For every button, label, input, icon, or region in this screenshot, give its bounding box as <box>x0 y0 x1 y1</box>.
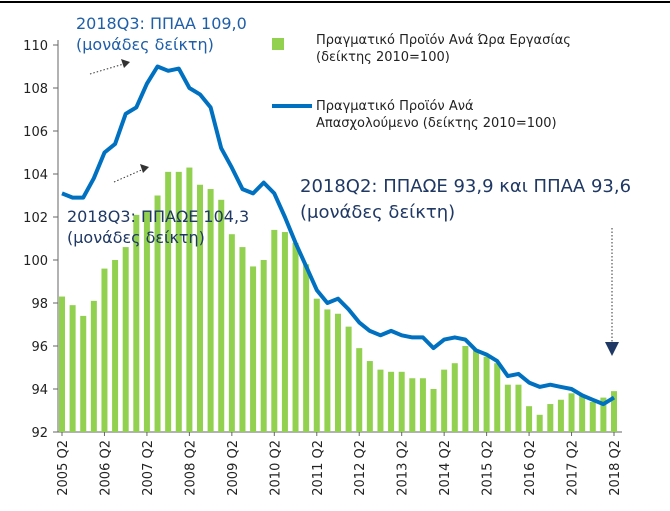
bar <box>69 305 76 432</box>
bar <box>462 346 469 432</box>
bar <box>122 247 129 432</box>
bar <box>526 406 533 432</box>
bar <box>335 313 341 432</box>
bar <box>80 315 87 432</box>
y-tick-label: 100 <box>23 254 48 269</box>
line <box>61 64 616 407</box>
x-tick-label: 2006 Q2 <box>98 440 113 496</box>
x-tick-label: 2008 Q2 <box>183 440 198 496</box>
y-tick-label: 96 <box>31 340 48 355</box>
bar <box>165 171 172 432</box>
y-tick-label: 104 <box>23 168 48 183</box>
bar <box>313 298 320 432</box>
x-tick-label: 2013 Q2 <box>396 440 411 496</box>
bar <box>101 268 108 432</box>
y-tick-label: 98 <box>31 297 48 312</box>
bar <box>600 397 607 432</box>
bar <box>430 389 437 432</box>
bar <box>366 361 373 432</box>
legend-label: Πραγματικό Προϊόν Ανά Ώρα Εργασίας (δείκ… <box>316 33 571 65</box>
bar <box>515 384 522 432</box>
x-tick-label: 2009 Q2 <box>226 440 241 496</box>
bar <box>356 348 363 432</box>
arrow <box>89 62 128 75</box>
arrow-head <box>605 342 619 356</box>
bar <box>483 356 490 432</box>
bar <box>536 414 543 432</box>
bar <box>112 260 119 432</box>
bar <box>568 393 575 432</box>
annotation: 2018Q3: ΠΠΑΩΕ 104,3 (μονάδες δείκτη) <box>67 207 250 247</box>
y-tick-label: 110 <box>23 39 48 54</box>
x-tick-label: 2016 Q2 <box>523 440 538 496</box>
x-tick-label: 2015 Q2 <box>481 440 496 496</box>
bar <box>228 234 235 432</box>
bar <box>504 384 511 432</box>
bar <box>207 189 214 432</box>
annotation: 2018Q2: ΠΠΑΩΕ 93,9 και ΠΠΑΑ 93,6 (μονάδε… <box>300 176 632 224</box>
arrow <box>113 167 147 183</box>
legend-swatch <box>272 104 312 108</box>
bar <box>547 404 554 432</box>
bar <box>281 232 288 432</box>
bar <box>218 199 225 432</box>
bar <box>473 350 479 432</box>
bar <box>579 395 586 432</box>
bar <box>250 266 257 432</box>
bar <box>345 326 352 432</box>
bar <box>292 242 299 432</box>
bar <box>154 195 161 432</box>
bar <box>589 401 596 432</box>
x-tick-label: 2011 Q2 <box>311 440 326 496</box>
y-tick-label: 92 <box>31 426 48 441</box>
bar <box>303 264 310 432</box>
bar <box>271 229 278 432</box>
bar <box>611 391 617 432</box>
x-tick-label: 2014 Q2 <box>438 440 453 496</box>
y-tick-label: 106 <box>23 125 48 140</box>
x-tick-label: 2018 Q2 <box>608 440 623 496</box>
bar <box>90 300 97 432</box>
arrow-head <box>140 164 149 173</box>
y-tick-label: 102 <box>23 211 48 226</box>
bar <box>260 260 267 432</box>
annotation: 2018Q3: ΠΠΑΑ 109,0 (μονάδες δείκτη) <box>76 14 247 54</box>
bar <box>143 210 150 432</box>
bar <box>388 371 395 432</box>
x-tick-label: 2017 Q2 <box>566 440 581 496</box>
bar <box>197 184 203 432</box>
x-tick-label: 2010 Q2 <box>268 440 283 496</box>
bar <box>451 363 458 432</box>
bar <box>186 167 193 433</box>
bar <box>377 369 384 432</box>
arrow-head <box>121 59 130 68</box>
y-tick-label: 108 <box>23 82 48 97</box>
bar <box>494 363 501 432</box>
y-tick-label: 94 <box>31 383 48 398</box>
bar <box>419 378 426 432</box>
bar <box>133 214 140 432</box>
x-tick-label: 2007 Q2 <box>141 440 156 496</box>
x-tick-label: 2012 Q2 <box>353 440 368 496</box>
legend-swatch <box>272 38 284 50</box>
bar <box>398 371 405 432</box>
legend-label: Πραγματικό Προϊόν Ανά Απασχολούμενο (δεί… <box>316 99 557 131</box>
bar <box>175 171 182 432</box>
bar <box>441 369 448 432</box>
x-tick-label: 2005 Q2 <box>56 440 71 496</box>
bar <box>239 247 246 432</box>
bar <box>557 399 564 432</box>
bar <box>324 309 331 432</box>
bar <box>59 296 65 432</box>
bar <box>409 378 416 432</box>
